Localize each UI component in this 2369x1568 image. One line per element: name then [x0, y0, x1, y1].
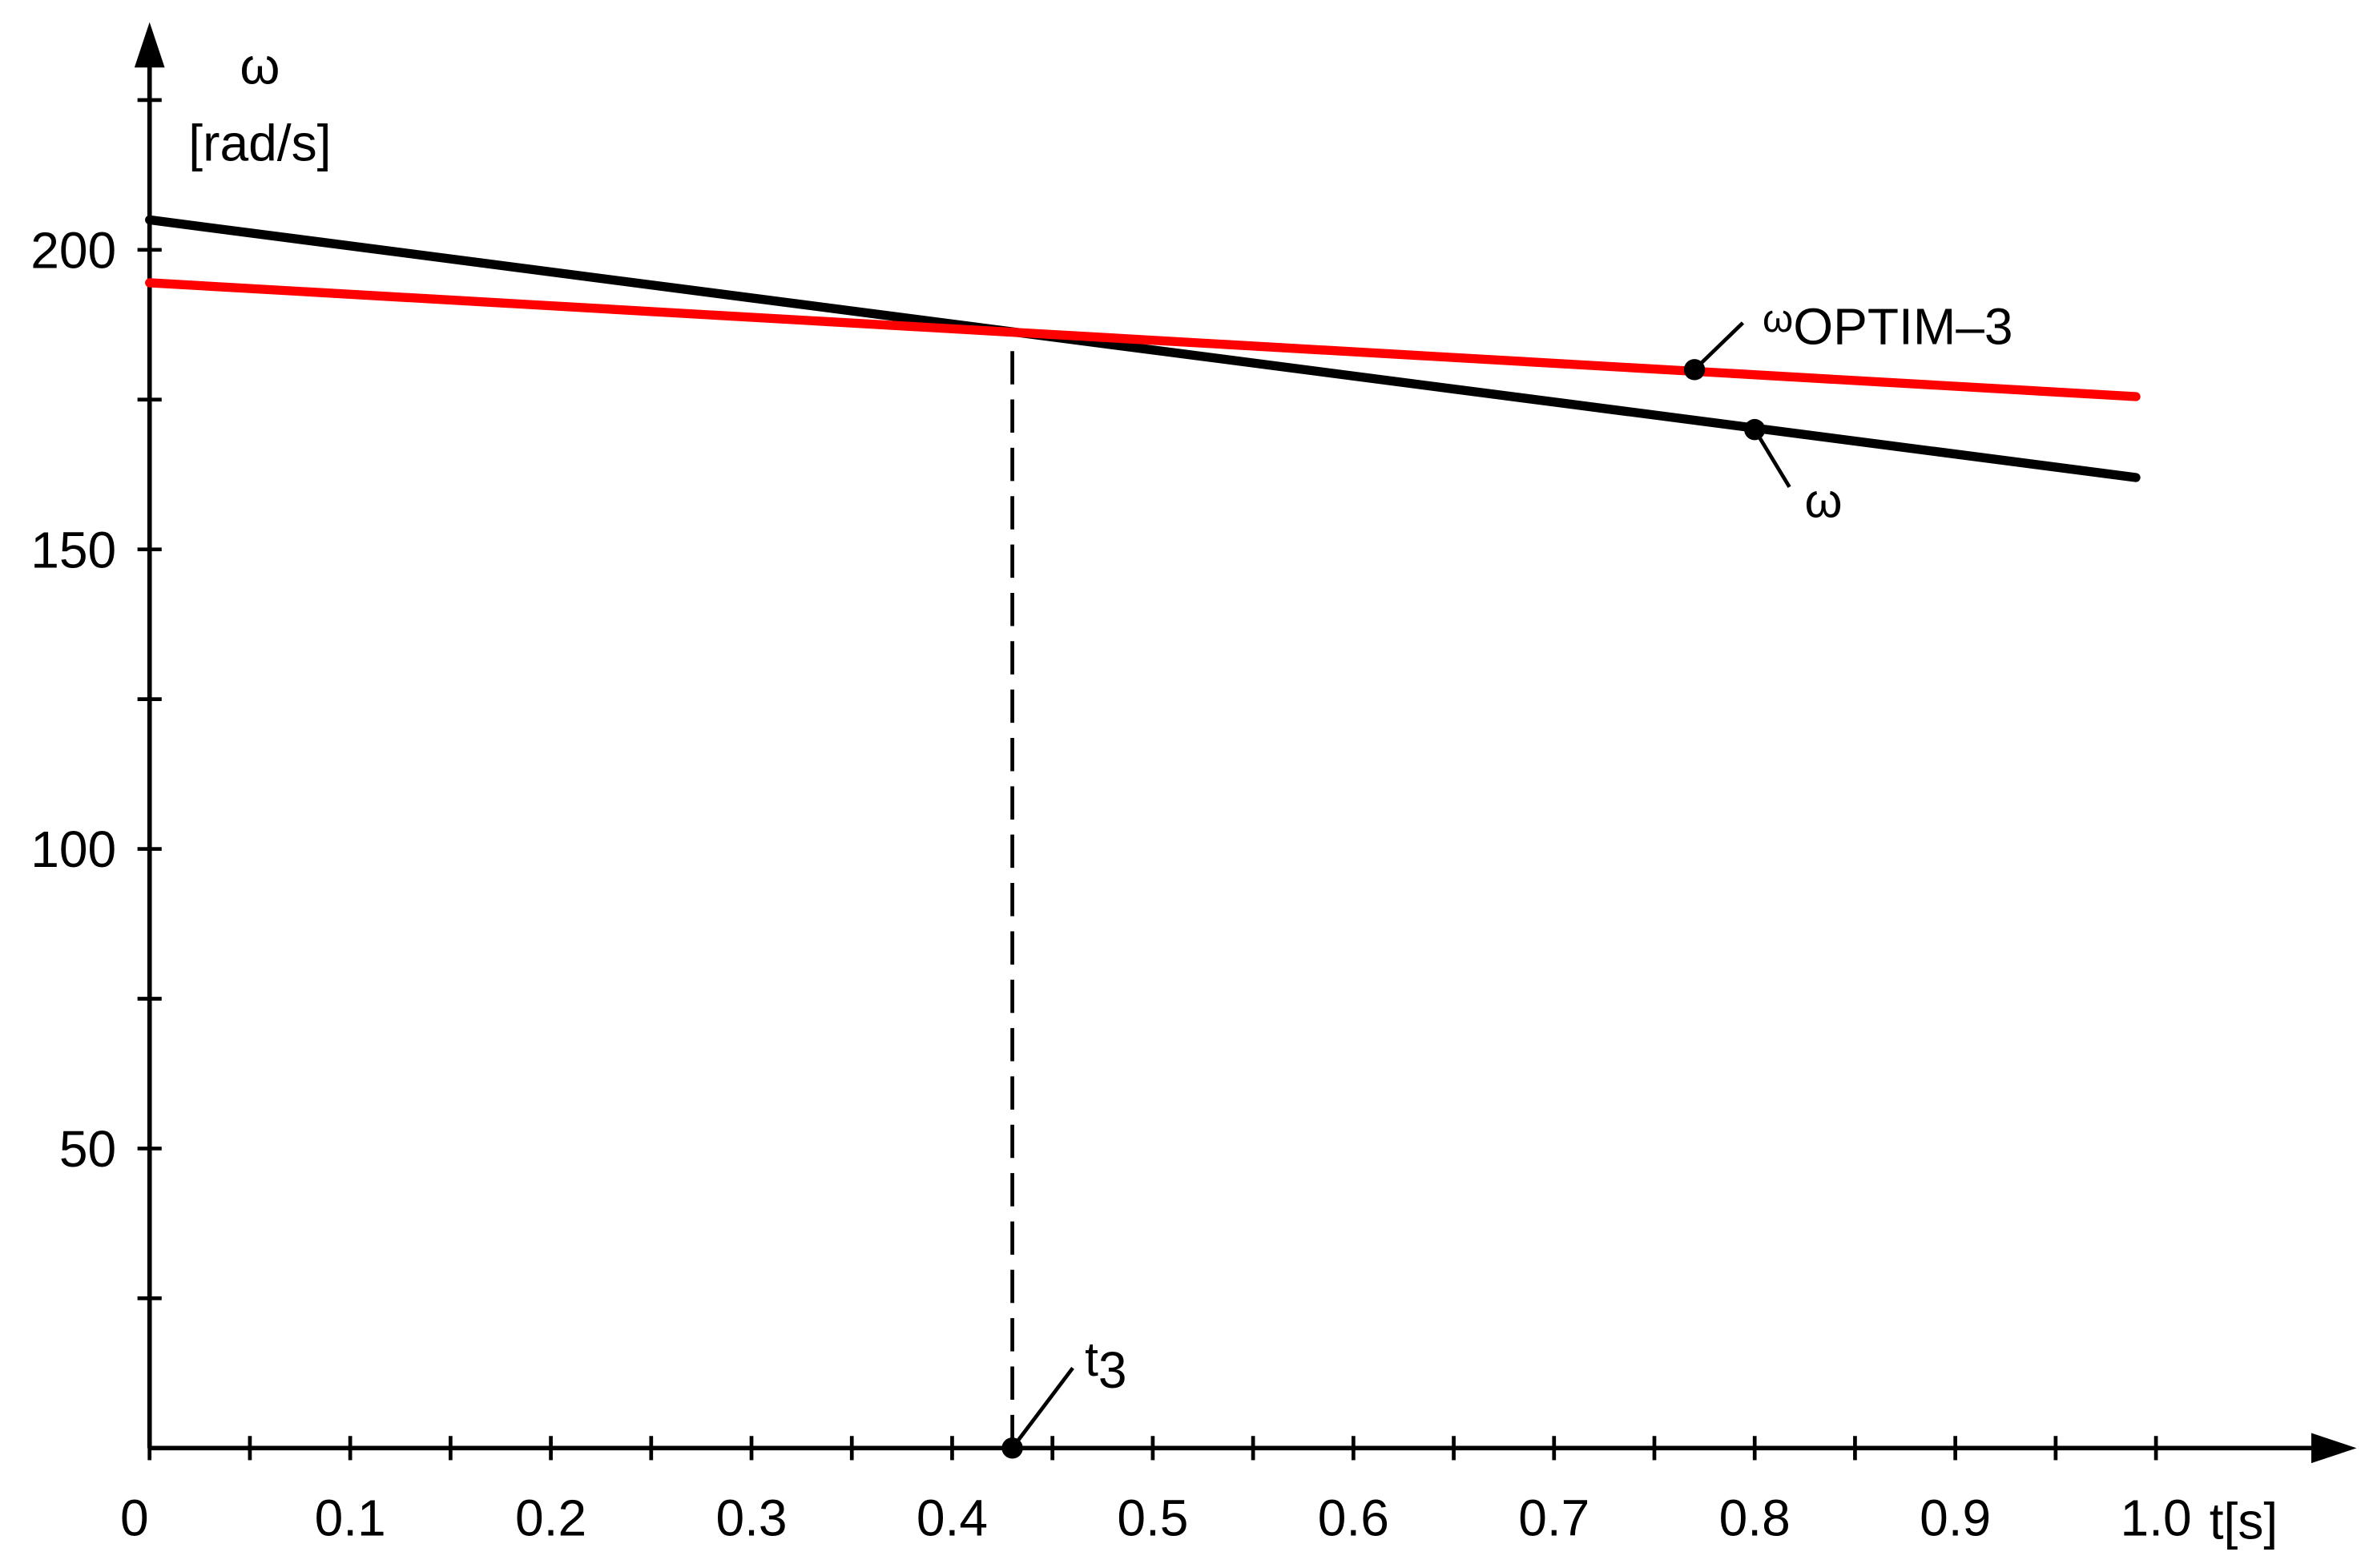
annotation-label: ω [1804, 474, 1842, 528]
y-tick-label: 200 [30, 221, 116, 279]
x-tick-label: 0.1 [315, 1489, 386, 1547]
x-axis-label: t[s] [2210, 1492, 2278, 1550]
annotation-label: ωOPTIM–3 [1763, 297, 2013, 355]
x-tick-label: 0.3 [715, 1489, 787, 1547]
annotation-point [1744, 418, 1766, 441]
y-axis-symbol: ω [240, 37, 280, 95]
series-line [145, 278, 2141, 401]
x-tick-label: 0.4 [917, 1489, 988, 1547]
x-tick-label: 0.5 [1117, 1489, 1188, 1547]
annotation-subscript: OPTIM–3 [1793, 297, 2012, 355]
series-line [145, 215, 2141, 482]
annotation-leader [1753, 428, 1791, 489]
annotation-subscript: 3 [1098, 1341, 1127, 1399]
y-tick-label: 50 [59, 1120, 116, 1178]
annotation-point [1001, 1437, 1023, 1459]
annotation-label: t3 [1085, 1332, 1126, 1399]
x-tick-label: 1.0 [2121, 1489, 2192, 1547]
x-tick-label: 0.6 [1318, 1489, 1389, 1547]
x-tick-label: 0.8 [1719, 1489, 1791, 1547]
annotation-symbol: ω [1804, 474, 1842, 528]
x-tick-label: 0 [120, 1489, 149, 1547]
x-tick-label: 0.7 [1518, 1489, 1589, 1547]
y-tick-label: 150 [30, 521, 116, 578]
annotation-symbol: ω [1763, 297, 1793, 341]
annotation-leader [1010, 1366, 1074, 1449]
x-tick-label: 0.2 [515, 1489, 586, 1547]
annotation-point [1683, 359, 1706, 381]
annotation-leader [1693, 321, 1745, 372]
y-axis-arrow [134, 22, 165, 68]
y-axis-unit: [rad/s] [188, 115, 331, 172]
y-tick-label: 100 [30, 820, 116, 878]
x-axis-arrow [2311, 1433, 2357, 1464]
x-tick-label: 0.9 [1920, 1489, 1991, 1547]
annotation-symbol: t [1085, 1332, 1098, 1386]
